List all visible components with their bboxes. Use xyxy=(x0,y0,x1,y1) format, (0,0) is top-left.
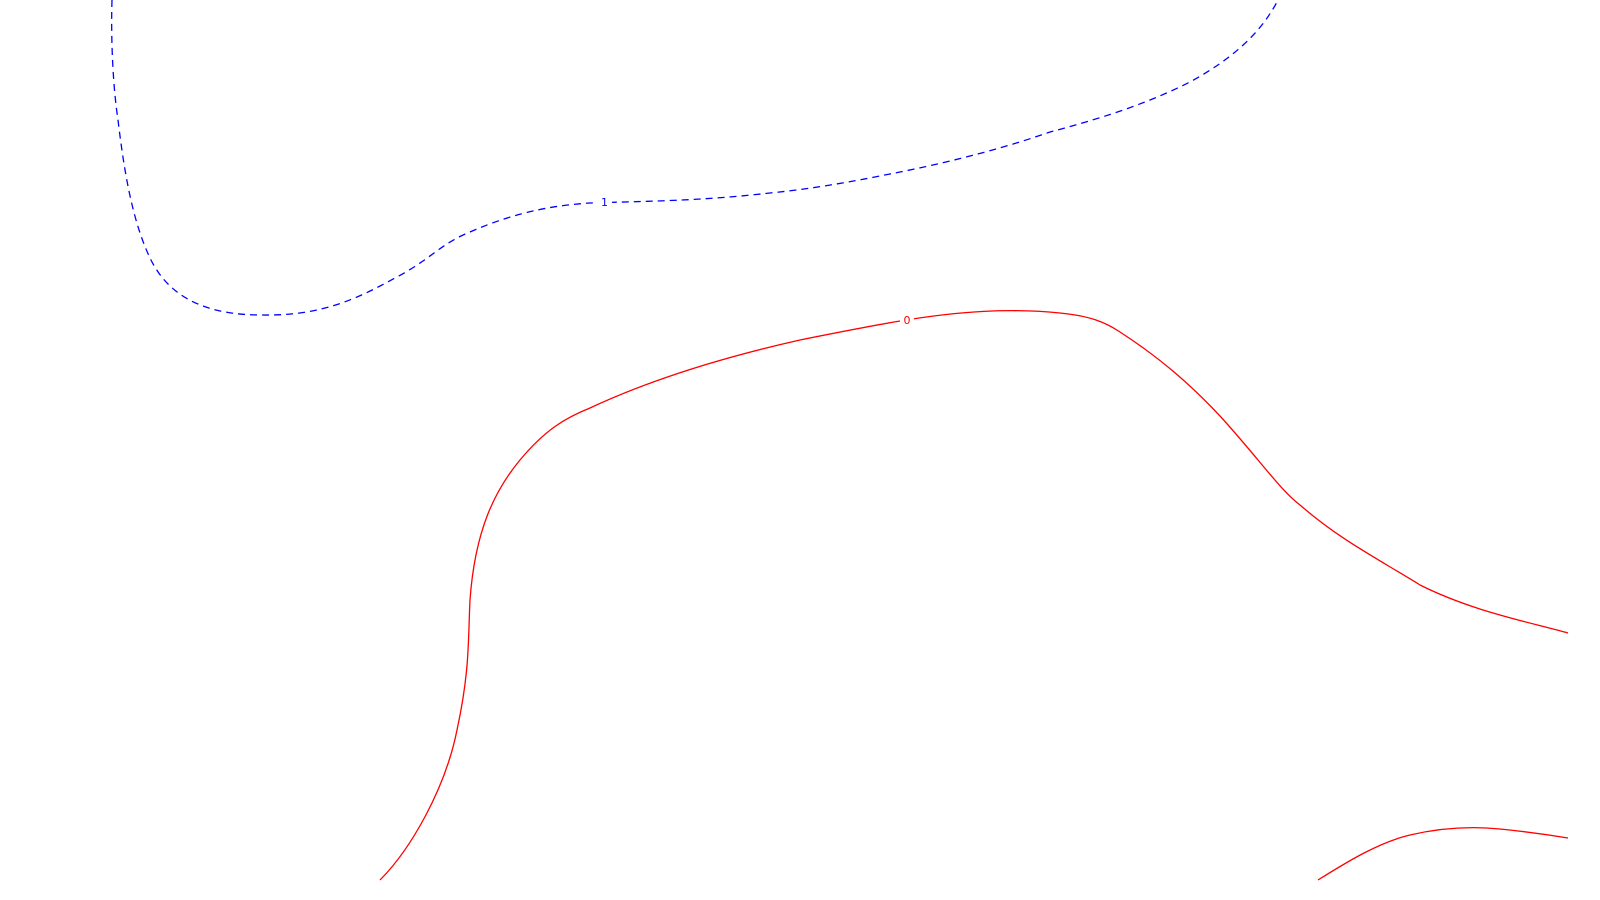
contour-label-1: 1 xyxy=(601,196,608,209)
contour-level-1: 1 xyxy=(111,0,1279,316)
contour-label-0: 0 xyxy=(904,314,911,327)
contour-line-0-main xyxy=(379,309,1569,881)
contour-label-0-background xyxy=(900,314,914,326)
contour-line-0-lower-right xyxy=(1317,827,1569,881)
contour-level-0: 0 xyxy=(379,309,1569,881)
contour-line-1 xyxy=(111,0,1279,316)
contour-label-1-background xyxy=(597,196,612,208)
